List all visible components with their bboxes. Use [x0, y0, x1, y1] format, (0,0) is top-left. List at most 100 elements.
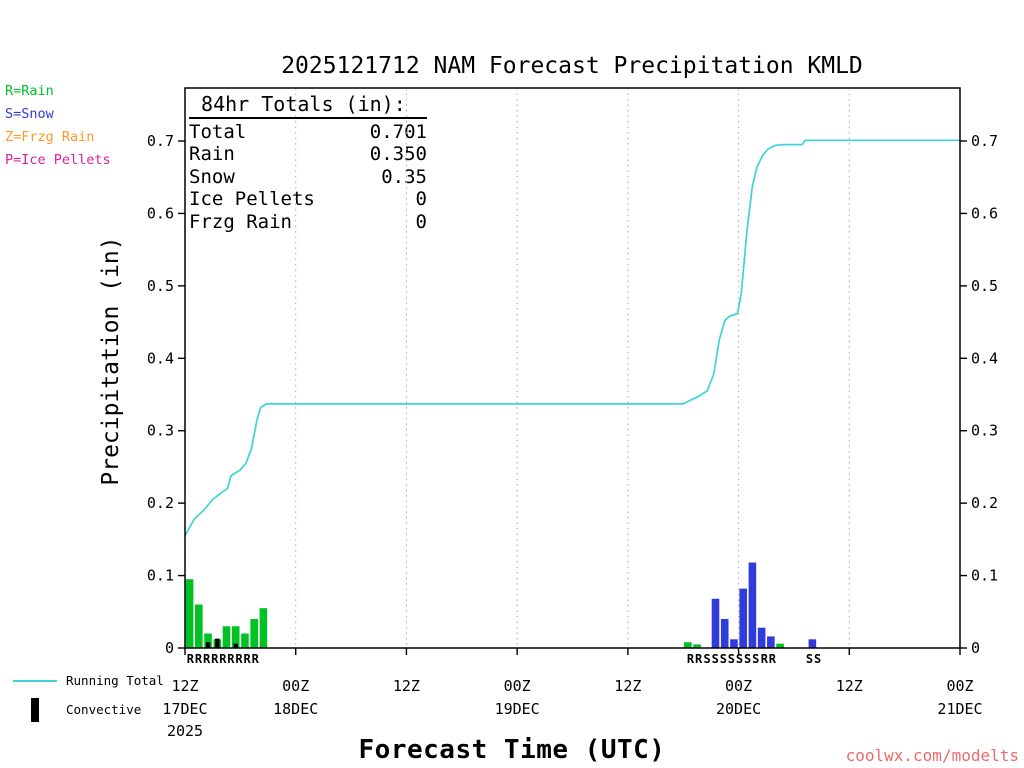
y-tick-label: 0.6 [971, 204, 998, 222]
precip-type-letter: R [695, 652, 703, 666]
x-tick-label: 12Z [614, 677, 641, 695]
y-tick-label: 0.6 [147, 204, 174, 222]
rain-bar [684, 642, 692, 648]
y-tick-label: 0 [165, 639, 174, 657]
x-date-label: 18DEC [273, 700, 318, 718]
precip-type-letter: S [704, 652, 711, 666]
x-date-label: 21DEC [937, 700, 982, 718]
snow-bar [748, 562, 757, 648]
precip-type-letter: S [752, 652, 759, 666]
running-total-swatch [13, 679, 57, 682]
stats-row: Frzg Rain 0 [189, 211, 427, 234]
convective-legend-row: Convective [12, 695, 164, 724]
snow-bar [739, 588, 747, 648]
y-tick-label: 0 [971, 639, 980, 657]
stats-row: Ice Pellets 0 [189, 188, 427, 211]
rain-bar [259, 608, 268, 648]
totals-heading: 84hr Totals (in): [189, 93, 427, 119]
precip-type-letter: R [203, 652, 211, 666]
convective-bar [215, 638, 220, 648]
y-tick-label: 0.2 [147, 494, 174, 512]
x-tick-label: 00Z [725, 677, 752, 695]
rain-bar [204, 633, 212, 648]
stats-row: Snow 0.35 [189, 166, 427, 189]
legend-label: Running Total [66, 673, 164, 688]
stats-row: Rain 0.350 [189, 143, 427, 166]
precip-type-letter: R [252, 652, 260, 666]
rain-bar [195, 604, 203, 648]
rain-bar [693, 644, 701, 648]
precip-type-letter: R [687, 652, 695, 666]
precip-type-letter: R [211, 652, 219, 666]
watermark-link: coolwx.com/modelts [845, 746, 1019, 765]
stats-label: Ice Pellets [189, 188, 315, 210]
series-legend: Running Total Convective [12, 666, 164, 724]
y-tick-label: 0.7 [147, 132, 174, 150]
stats-value: 0 [415, 210, 427, 233]
precip-type-letter: S [736, 652, 743, 666]
y-tick-label: 0.3 [147, 422, 174, 440]
y-tick-label: 0.3 [971, 422, 998, 440]
x-date-label: 19DEC [495, 700, 540, 718]
snow-bar [767, 636, 775, 648]
stats-value: 0.350 [369, 143, 427, 165]
stats-value: 0.35 [381, 165, 427, 188]
snow-bar [720, 619, 729, 648]
precip-type-letter: R [219, 652, 227, 666]
swatch-zone [12, 697, 58, 722]
stats-row: Total 0.701 [189, 121, 427, 144]
y-tick-label: 0.5 [147, 277, 174, 295]
type-legend-item: P=Ice Pellets [5, 152, 111, 168]
precip-type-letter: R [769, 652, 777, 666]
y-tick-label: 0.1 [971, 567, 998, 585]
y-tick-label: 0.5 [971, 277, 998, 295]
running-total-legend-row: Running Total [12, 666, 164, 695]
totals-box: 84hr Totals (in): Total 0.701 Rain 0.350… [189, 93, 427, 233]
convective-bar [205, 642, 211, 648]
x-tick-label: 12Z [836, 677, 863, 695]
x-tick-label: 00Z [504, 677, 531, 695]
rain-bar [241, 633, 249, 648]
stats-value: 0.701 [369, 120, 427, 143]
snow-bar [757, 627, 766, 648]
snow-bar [711, 598, 720, 648]
type-legend-item: S=Snow [5, 106, 54, 122]
x-date-label: 20DEC [716, 700, 761, 718]
convective-swatch [31, 697, 39, 722]
stats-label: Frzg Rain [189, 210, 292, 233]
y-tick-label: 0.4 [971, 349, 998, 367]
precip-type-legend: R=Rain S=Snow Z=Frzg Rain P=Ice Pellets [5, 80, 111, 172]
running-total-line [184, 139, 960, 537]
x-tick-label: 00Z [946, 677, 973, 695]
stats-label: Snow [189, 165, 235, 188]
snow-bar [808, 639, 817, 648]
x-date-label: 17DEC [162, 700, 207, 718]
snow-bar [730, 639, 738, 648]
y-tick-label: 0.1 [147, 567, 174, 585]
y-tick-label: 0.7 [971, 132, 998, 150]
convective-bar [233, 643, 238, 648]
totals-rows: Total 0.701 Rain 0.350 Snow 0.35 Ice Pel… [189, 121, 427, 234]
chart-title: 2025121712 NAM Forecast Precipitation KM… [281, 53, 863, 79]
x-year-label: 2025 [167, 722, 203, 740]
precip-type-letter: S [806, 652, 813, 666]
precip-type-letter: R [227, 652, 235, 666]
rain-bar [231, 626, 240, 648]
y-tick-label: 0.4 [147, 349, 174, 367]
precip-type-letter: S [712, 652, 719, 666]
precip-type-letter: R [761, 652, 769, 666]
y-tick-label: 0.2 [971, 494, 998, 512]
x-tick-label: 12Z [393, 677, 420, 695]
legend-label: Convective [66, 702, 142, 717]
x-axis-title: Forecast Time (UTC) [358, 735, 666, 765]
plot-frame [184, 87, 961, 649]
x-tick-label: 00Z [282, 677, 309, 695]
precip-type-letter: S [814, 652, 821, 666]
rain-bar [776, 643, 784, 648]
type-legend-item: Z=Frzg Rain [5, 129, 95, 145]
stats-label: Rain [189, 143, 235, 165]
precip-type-letter: R [195, 652, 203, 666]
precip-type-letter: R [187, 652, 195, 666]
